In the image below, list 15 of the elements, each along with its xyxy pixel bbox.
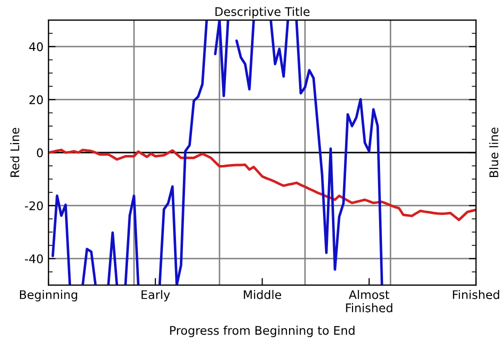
x-tick-label: Almost Finished	[346, 290, 392, 312]
y2-axis-title: Blue line	[489, 128, 498, 178]
x-tick-label: Early	[142, 290, 170, 302]
y-tick-label: -40	[24, 254, 43, 264]
x-tick-label: Finished	[452, 290, 500, 300]
y-tick-label: 20	[29, 95, 43, 104]
chart-title: Descriptive Title	[215, 6, 310, 18]
x-tick-label: Middle	[244, 290, 282, 300]
y-axis-title: Red Line	[10, 128, 20, 177]
line-series	[48, 148, 476, 222]
y-tick-label: -20	[24, 201, 43, 210]
x-tick-label: Beginning	[20, 290, 78, 302]
y-tick-label: 0	[36, 148, 43, 158]
x-axis-title: Progress from Beginning to End	[170, 326, 354, 338]
y-tick-label: 40	[29, 42, 43, 52]
